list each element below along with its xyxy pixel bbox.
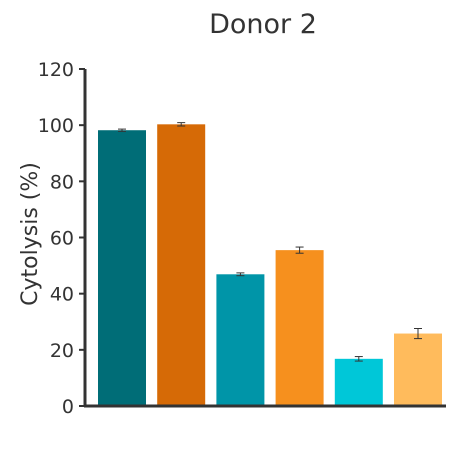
y-tick-label: 120 [38, 59, 74, 81]
y-tick-label: 60 [50, 228, 74, 250]
bar-5 [334, 358, 383, 406]
y-axis-title: Cytolysis (%) [18, 162, 43, 306]
bar-4 [275, 250, 324, 406]
y-ticks-layer: 0 20 40 60 80 100 120 [38, 59, 85, 418]
y-tick-label: 0 [62, 396, 74, 418]
y-tick-label: 20 [50, 340, 74, 362]
bars-layer [98, 124, 442, 407]
y-tick-label: 100 [38, 115, 74, 137]
bar-6 [394, 333, 442, 406]
bar-2 [157, 124, 206, 407]
chart-title: Donor 2 [209, 9, 317, 40]
bar-1 [98, 130, 146, 406]
error-bar-2 [177, 122, 186, 127]
error-bar-5 [354, 356, 363, 362]
error-bar-6 [414, 327, 422, 340]
error-bar-4 [295, 246, 304, 254]
bar-3 [216, 274, 265, 406]
error-bars-layer [118, 122, 422, 362]
y-tick-label: 40 [50, 284, 74, 306]
error-bar-3 [236, 272, 245, 277]
y-tick-label: 80 [50, 171, 74, 193]
error-bar-1 [118, 128, 126, 132]
